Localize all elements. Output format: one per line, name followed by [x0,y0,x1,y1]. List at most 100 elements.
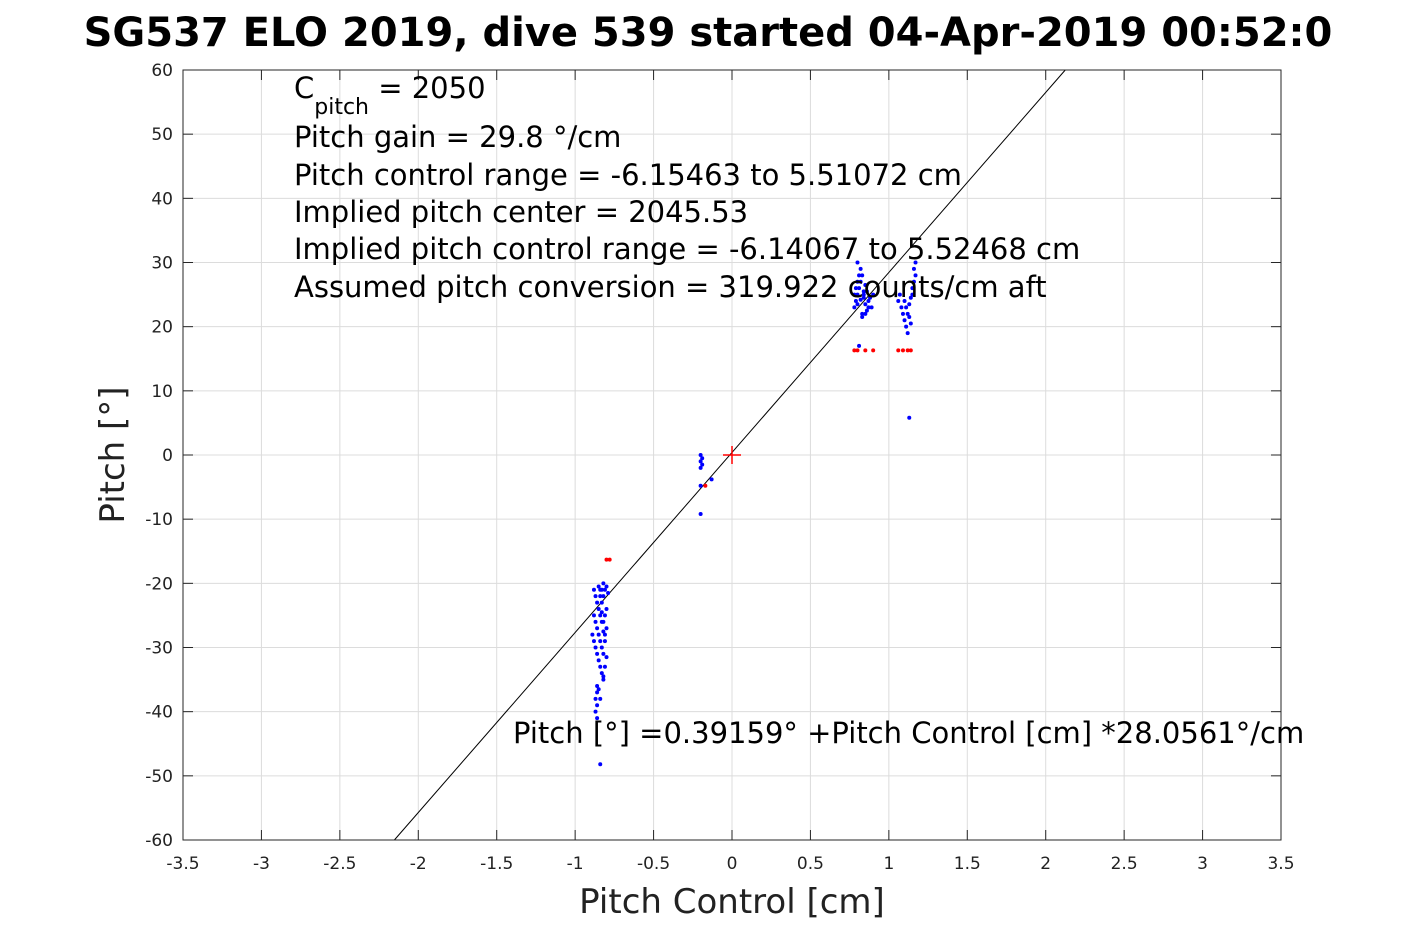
x-tick-label: 3 [1197,854,1208,874]
data-point [864,289,869,294]
data-point [601,629,606,634]
data-point [709,477,714,482]
data-point [902,299,907,303]
data-point [855,348,860,353]
data-point [595,626,600,631]
data-point [607,557,612,562]
x-tick-label: -3 [253,854,270,874]
y-tick-label: -50 [145,767,173,787]
data-point [606,590,611,595]
data-point [599,610,604,615]
x-tick-label: 1.5 [954,854,981,874]
data-point [864,308,869,313]
y-tick-label: 40 [151,189,173,209]
data-point [591,587,596,592]
data-point [595,684,600,688]
data-point [698,459,703,464]
data-point [900,348,905,353]
data-point [910,286,915,291]
data-point [868,295,873,300]
data-point [855,292,860,297]
data-point [598,762,603,767]
data-point [698,512,703,517]
y-tick-label: -60 [145,831,173,851]
data-point [858,297,863,302]
data-point [604,655,609,660]
data-point [908,321,913,326]
x-tick-label: -1.5 [480,854,513,874]
x-tick-label: -0.5 [637,854,670,874]
annotation-line-pitch-center: Implied pitch center = 2045.53 [294,195,748,229]
data-point [863,311,868,316]
x-tick-label: 2.5 [1111,854,1138,874]
x-tick-label: -2.5 [323,854,356,874]
data-point [863,282,868,287]
data-point [598,639,603,644]
data-point [861,289,866,294]
data-point [853,299,858,303]
data-point [853,286,858,291]
fit-equation-label: Pitch [°] =0.39159° +Pitch Control [cm] … [513,716,1304,750]
data-point [861,292,866,297]
data-point [860,273,865,278]
data-point [601,581,606,586]
data-point [857,273,862,278]
x-tick-label: -3.5 [166,854,199,874]
data-point [698,483,703,488]
data-point [896,348,901,353]
y-tick-label: 0 [162,446,173,466]
data-point [601,651,606,656]
x-tick-label: 3.5 [1267,854,1294,874]
data-point [910,292,915,297]
c-pitch-value: = 2050 [369,71,486,105]
x-tick-label: -2 [410,854,427,874]
data-point [905,331,910,336]
data-point [905,348,910,353]
data-point [863,302,868,307]
data-point [913,273,918,278]
data-point [904,305,909,310]
data-point [604,557,609,562]
data-point [905,311,910,316]
tick-labels: -3.5 -3 -2.5 -2 -1.5 -1 -0.5 0 0.5 1 1.5 2 2.5 3 3.5 -6… [145,61,1294,874]
data-point [599,645,604,650]
data-point [602,632,607,637]
data-point [595,703,600,708]
y-tick-label: 50 [151,125,173,145]
data-point [593,645,598,650]
data-point [899,305,904,310]
data-point [858,279,863,284]
data-point [601,677,606,682]
annotation-line-pitch-gain: Pitch gain = 29.8 °/cm [294,120,621,154]
data-point [591,639,596,644]
c-pitch-annotation: Cpitch = 2050 [294,71,486,120]
data-point [595,600,600,605]
data-point [596,584,601,589]
x-tick-label: -1 [567,854,584,874]
data-point [602,664,607,669]
data-point [599,600,604,605]
x-tick-label: 0.5 [797,854,824,874]
data-point [591,613,596,618]
data-point [858,266,863,271]
data-point [857,286,862,291]
center-marker-group [723,446,741,464]
data-point [866,305,871,310]
x-tick-label: 0 [727,854,738,874]
data-point [601,594,606,599]
data-point [869,305,874,310]
data-point [602,587,607,592]
data-point [852,305,857,310]
data-point [896,299,901,303]
data-point [900,311,905,316]
data-point [604,584,609,589]
y-tick-label: 60 [151,61,173,81]
y-axis-label: Pitch [°] [93,386,133,523]
data-point [604,607,609,611]
y-tick-label: -20 [145,574,173,594]
data-point [598,594,603,599]
data-point [897,292,902,297]
c-pitch-base: C [294,71,314,105]
data-point [902,318,907,323]
